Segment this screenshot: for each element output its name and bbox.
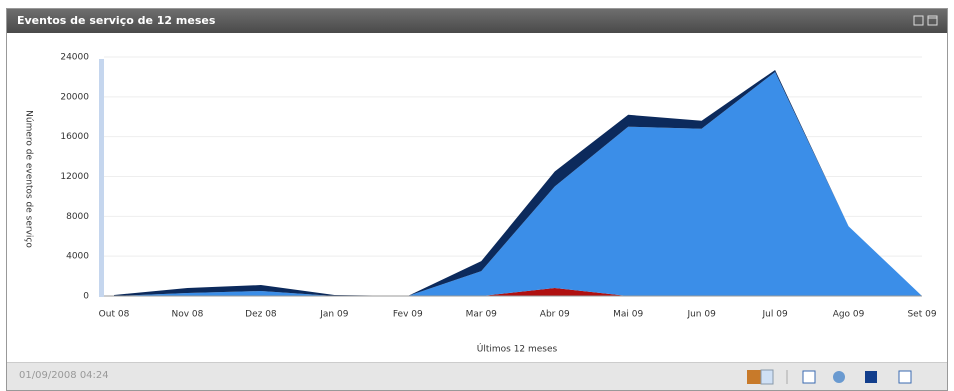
area [114,288,922,296]
x-tick-label: Out 08 [99,310,130,320]
portlet-header: Eventos de serviço de 12 meses [7,9,947,33]
x-tick-label: Mar 09 [466,310,498,320]
portlet-title: Eventos de serviço de 12 meses [17,14,216,27]
portlet-footer: 01/09/2008 04:24 [7,362,947,390]
x-tick-label: Set 09 [907,310,936,320]
x-tick-label: Fev 09 [393,310,423,320]
window-controls[interactable] [913,15,939,27]
x-tick-label: Jan 09 [319,310,348,320]
y-tick-label: 24000 [60,53,89,63]
area [114,71,922,296]
x-tick-label: Abr 09 [540,310,570,320]
y-axis-label: Número de eventos de serviço [24,110,34,248]
y-tick-label: 20000 [60,92,89,102]
x-tick-label: Dez 08 [245,310,277,320]
axis-strip [99,59,104,297]
x-tick-label: Ago 09 [833,310,865,320]
y-tick-label: 4000 [66,252,89,262]
portlet: Eventos de serviço de 12 meses Número de… [6,8,948,391]
x-tick-label: Jun 09 [686,310,716,320]
toolbar[interactable] [741,368,941,386]
x-tick-label: Mai 09 [613,310,643,320]
y-tick-label: 16000 [60,132,89,142]
y-tick-label: 12000 [60,172,89,182]
y-tick-label: 0 [83,292,89,302]
chart: Número de eventos de serviço Últimos 12 … [24,53,937,355]
timestamp: 01/09/2008 04:24 [19,370,109,381]
x-tick-label: Jul 09 [762,310,788,320]
x-axis-label: Últimos 12 meses [477,343,558,355]
x-tick-label: Nov 08 [172,310,204,320]
y-tick-label: 8000 [66,212,89,222]
